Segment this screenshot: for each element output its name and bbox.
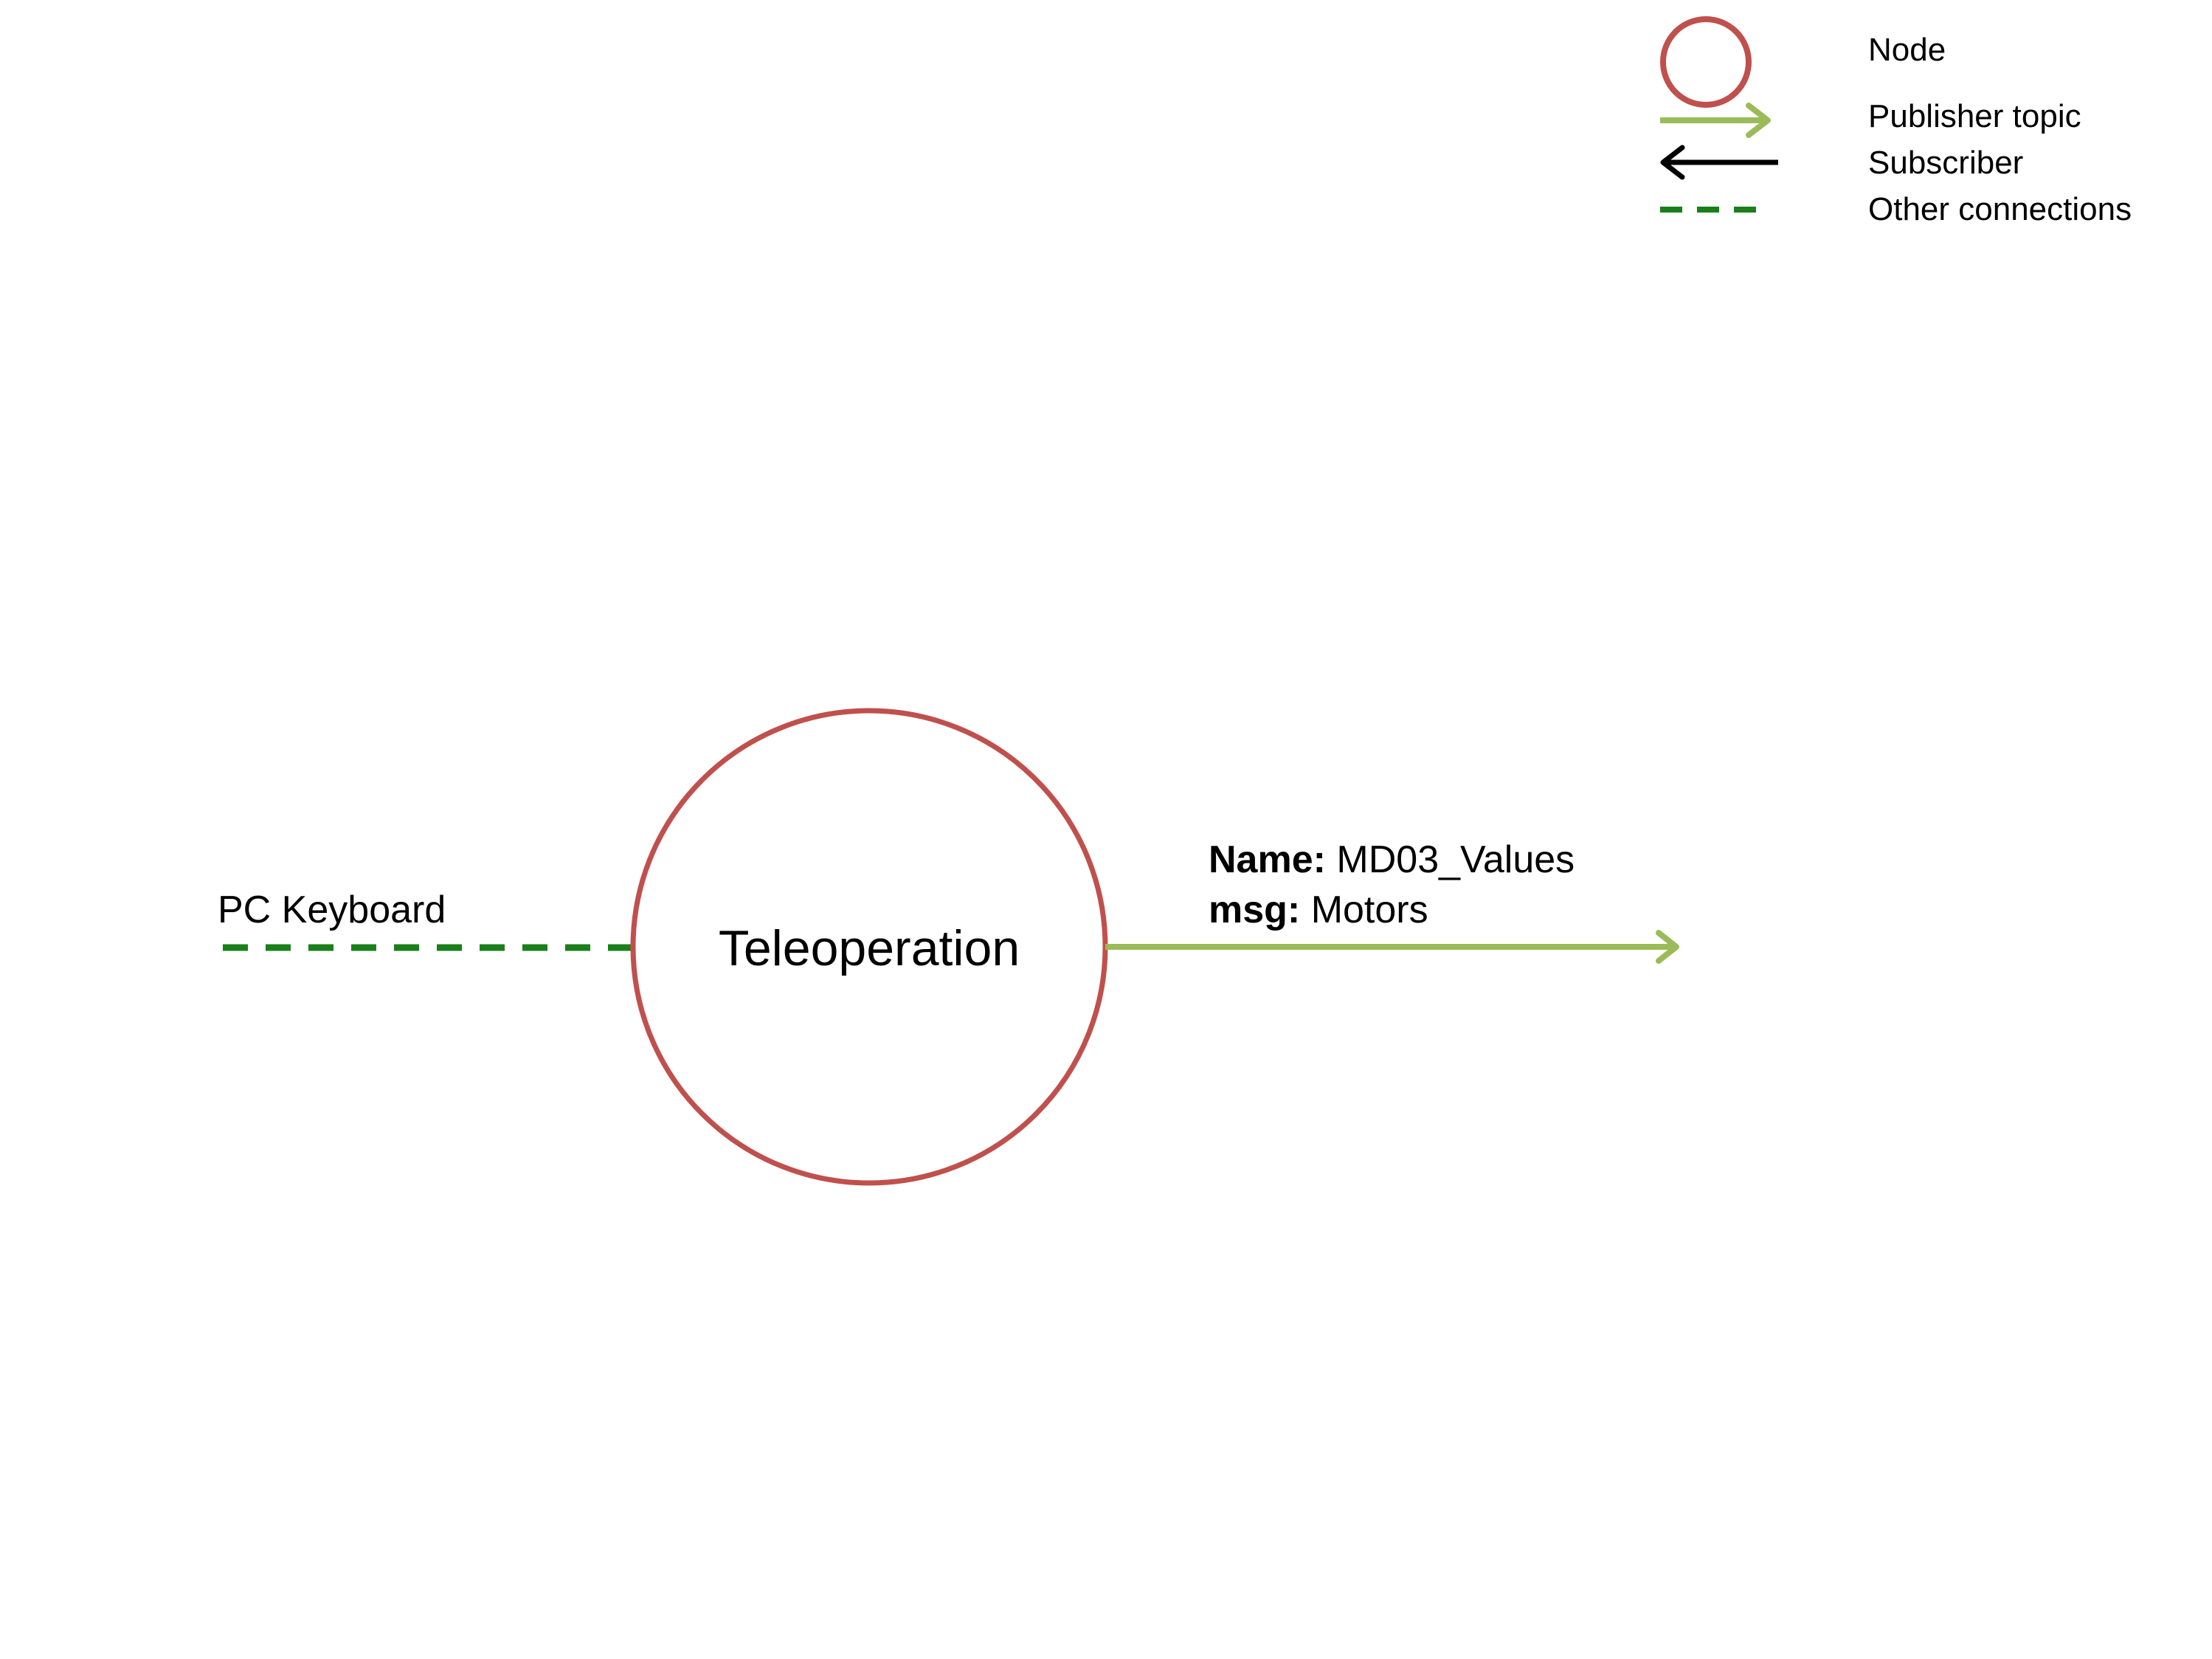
output-name-label: Name: MD03_Values bbox=[1209, 838, 1575, 881]
node-label: Teleoperation bbox=[719, 920, 1020, 976]
node-teleoperation: Teleoperation bbox=[630, 708, 1108, 1186]
output-connection: Name: MD03_Values msg: Motors bbox=[1105, 838, 1679, 964]
legend: Node Publisher topic Subscriber Other co… bbox=[1660, 16, 2132, 227]
output-msg-value: Motors bbox=[1300, 889, 1428, 931]
legend-publisher-label: Publisher topic bbox=[1868, 98, 2081, 134]
legend-publisher-arrow-icon bbox=[1660, 103, 1771, 138]
legend-node-label: Node bbox=[1868, 32, 1946, 68]
legend-subscriber-arrow-icon bbox=[1660, 145, 1778, 180]
input-label: PC Keyboard bbox=[218, 889, 446, 931]
output-name-key: Name: bbox=[1209, 838, 1326, 881]
input-connection: PC Keyboard bbox=[218, 889, 635, 951]
legend-node-icon bbox=[1660, 16, 1752, 108]
publisher-arrow bbox=[1105, 930, 1679, 964]
legend-other-connections-label: Other connections bbox=[1868, 191, 2132, 227]
output-msg-key: msg: bbox=[1209, 889, 1300, 931]
output-msg-label: msg: Motors bbox=[1209, 889, 1428, 931]
legend-subscriber-label: Subscriber bbox=[1868, 145, 2023, 181]
output-name-value: MD03_Values bbox=[1326, 838, 1575, 881]
